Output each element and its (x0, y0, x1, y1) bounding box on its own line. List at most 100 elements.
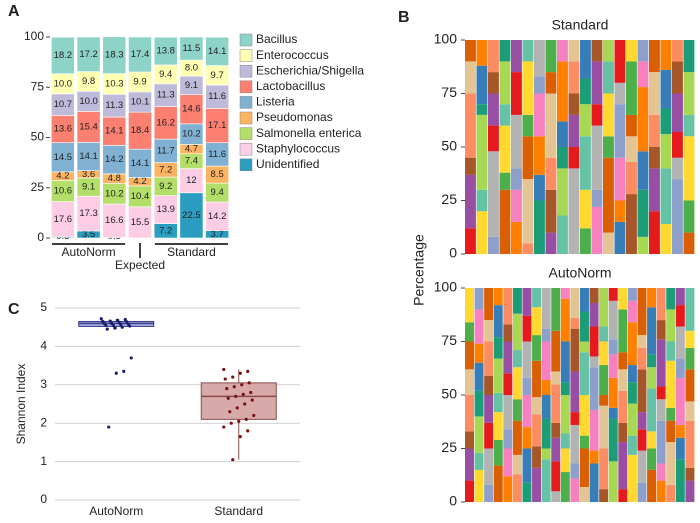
bar-segment (618, 369, 628, 391)
bar-segment (637, 429, 647, 451)
point (114, 371, 118, 375)
data-label: 7.4 (185, 156, 198, 167)
y-tick-label: 0 (37, 230, 44, 244)
bar-segment (476, 114, 488, 190)
bar-segment (608, 300, 618, 340)
bar-segment (647, 367, 657, 389)
bar-segment (545, 40, 557, 73)
bar-segment (493, 465, 503, 502)
bar-segment (474, 309, 484, 344)
bar-segment (608, 354, 618, 378)
point (105, 327, 109, 331)
bar-segment (591, 40, 603, 62)
bar-segment (637, 40, 649, 62)
bar-segment (672, 157, 683, 180)
bar-segment (465, 228, 476, 254)
point (123, 317, 127, 322)
bar-segment (541, 395, 551, 419)
bar-segment (153, 36, 178, 66)
bar-segment (512, 474, 522, 502)
bar-segment (541, 341, 551, 381)
bar-segment (551, 461, 561, 492)
bar-segment (589, 326, 599, 357)
bar-segment (488, 236, 499, 254)
bar-segment (557, 61, 568, 122)
data-label: 17.1 (208, 120, 227, 131)
data-label: 8.5 (211, 169, 224, 180)
bar-segment (591, 125, 603, 190)
y-tick-label: 100 (434, 279, 458, 295)
bar-segment (683, 232, 695, 254)
bar-segment (465, 40, 476, 62)
bar-segment (551, 371, 561, 385)
bar-segment (503, 448, 513, 477)
bar-segment (522, 395, 532, 428)
bar-segment (614, 82, 626, 105)
bar-segment (649, 72, 660, 115)
bar-segment (557, 40, 568, 62)
legend-label: Escherichia/Shigella (256, 63, 364, 77)
bar-segment (637, 87, 649, 152)
bar-segment (626, 114, 637, 137)
bar-segment (627, 300, 637, 323)
y-tick-label: 0 (40, 492, 47, 506)
bar-segment (672, 93, 683, 133)
bar-segment (603, 136, 614, 158)
data-label: 10.2 (182, 129, 201, 140)
bar-segment (465, 93, 476, 158)
bar-segment (551, 437, 561, 462)
bar-segment (534, 174, 545, 201)
bar-segment (541, 328, 551, 342)
bar-segment (666, 360, 676, 408)
point (222, 367, 226, 372)
box (200, 382, 277, 420)
point (246, 429, 250, 433)
data-label: 12 (186, 175, 197, 186)
point (244, 417, 248, 421)
panel-label: B (398, 9, 410, 26)
data-label: 10.6 (54, 185, 73, 196)
bar-segment (534, 76, 545, 94)
point (240, 383, 244, 387)
data-label: 14.5 (54, 152, 73, 163)
bar-segment (626, 61, 637, 115)
bar-segment (660, 168, 672, 225)
bar-segment (179, 36, 204, 61)
data-label: 17.3 (79, 208, 98, 219)
bar-segment (685, 347, 695, 370)
point (243, 402, 247, 406)
bar-segment (580, 189, 591, 229)
bar-segment (560, 395, 570, 434)
bar-segment (522, 40, 534, 62)
bar-segment (599, 288, 609, 327)
data-label: 14.2 (105, 154, 124, 165)
bar-segment (580, 104, 591, 137)
bar-segment (568, 40, 580, 62)
subplot-title: Standard (552, 17, 609, 33)
bar-segment (599, 489, 609, 502)
bar-segment (557, 215, 568, 254)
bar-segment (589, 450, 599, 464)
bar-segment (484, 320, 494, 342)
bar-segment (685, 480, 695, 502)
bar-segment (522, 448, 532, 483)
bar-segment (580, 311, 589, 342)
bar-segment (614, 200, 626, 222)
bar-segment (599, 448, 609, 490)
bar-segment (499, 172, 511, 190)
bar-segment (532, 288, 542, 308)
bar-segment (551, 491, 561, 502)
data-label: 10.3 (105, 78, 124, 89)
data-label: 10.1 (131, 97, 150, 108)
bar-segment (522, 341, 532, 378)
data-label: 4.8 (108, 173, 121, 184)
data-label: 11.3 (105, 100, 123, 111)
bar-segment (570, 328, 580, 372)
bar-segment (580, 395, 589, 436)
point (235, 406, 239, 410)
bar-segment (589, 463, 599, 502)
bar-segment (50, 36, 75, 75)
bar-segment (205, 36, 230, 66)
data-label: 14.1 (79, 151, 98, 162)
bar-segment (499, 189, 511, 254)
